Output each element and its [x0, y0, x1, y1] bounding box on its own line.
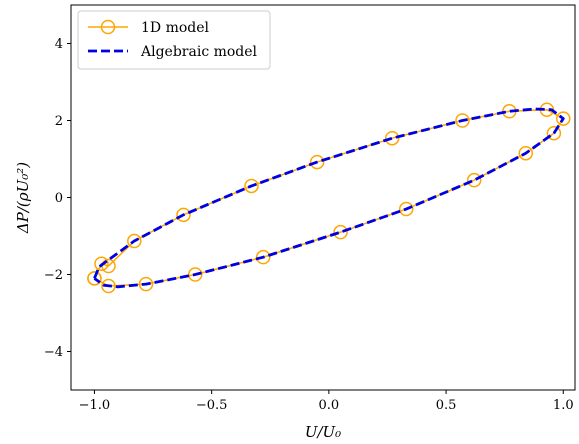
y-tick-label: 4 [55, 37, 63, 52]
series-1d-model-point [466, 172, 482, 188]
y-tick-label: 0 [55, 191, 63, 206]
legend-entry-1d-model: 1D model [88, 19, 210, 36]
x-tick-label: −1.0 [79, 398, 111, 413]
y-tick-label: −2 [44, 268, 63, 283]
series-1d-model-point [384, 130, 400, 146]
legend: 1D model Algebraic model [77, 10, 271, 70]
series-1d-model-point [94, 256, 109, 271]
series-1d-model-line [93, 108, 565, 287]
series-1d-model-point [455, 113, 470, 128]
legend-1d-model-marker [100, 19, 116, 35]
series-1d-model-point [127, 233, 142, 249]
series-algebraic-model-line [93, 107, 565, 289]
x-axis-label: U/U₀ [305, 423, 341, 441]
series-1d-model-point [333, 224, 348, 240]
series-1d-model-point [101, 278, 116, 294]
y-tick-label: 2 [55, 114, 63, 129]
legend-1d-model-label: 1D model [141, 20, 210, 36]
legend-entry-algebraic-model: Algebraic model [88, 44, 258, 60]
y-axis-label: ΔP/(ρU₀²) [14, 162, 32, 234]
series-1d-model-point [518, 145, 534, 161]
series-1d-model-point [187, 267, 203, 282]
series-1d-model-point [546, 125, 562, 141]
series-1d-model-point [255, 249, 271, 265]
series-layer [87, 102, 571, 294]
x-tick-label: −0.5 [196, 398, 228, 413]
series-1d-model-point [87, 271, 102, 286]
y-tick-label: −4 [44, 345, 63, 360]
series-1d-model-point [398, 201, 414, 217]
series-1d-model-point [556, 111, 571, 126]
axis-ticks: −1.0 −0.5 0.0 0.5 1.0 −4 −2 0 2 4 [44, 37, 574, 413]
x-tick-label: 0.0 [319, 398, 340, 413]
series-1d-model-point [244, 178, 259, 194]
legend-box [77, 10, 271, 70]
series-1d-model-point [176, 207, 191, 223]
x-tick-label: 0.5 [436, 398, 457, 413]
series-1d-model-point [138, 276, 154, 292]
x-tick-label: 1.0 [553, 398, 574, 413]
series-1d-model-point [309, 154, 325, 170]
legend-algebraic-model-label: Algebraic model [140, 44, 258, 60]
